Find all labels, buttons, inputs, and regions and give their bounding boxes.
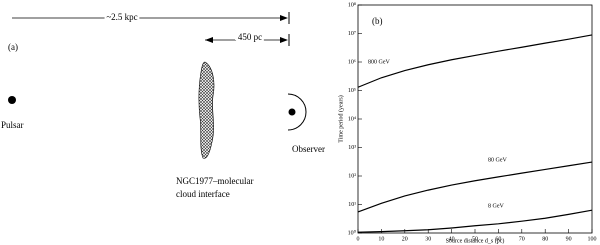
arrow-head — [280, 37, 288, 43]
y-tick-label: 10² — [348, 173, 356, 179]
x-tick-label: 40 — [449, 236, 455, 242]
x-tick-label: 70 — [519, 236, 525, 242]
panel-label: (b) — [372, 16, 383, 26]
x-tick-label: 50 — [472, 236, 478, 242]
x-tick-label: 10 — [378, 236, 384, 242]
series-line — [357, 209, 593, 233]
cloud-label: NGC1977–molecular — [176, 176, 253, 186]
x-tick-label: 0 — [357, 236, 360, 242]
distance-label: 450 pc — [238, 32, 262, 42]
arrow-head — [205, 37, 213, 43]
y-tick-label: 10¹ — [348, 202, 356, 208]
x-tick-label: 90 — [566, 236, 572, 242]
y-tick-label: 10⁷ — [348, 31, 356, 37]
cloud — [198, 61, 215, 159]
panel-a: ~2.5 kpc 450 pc (a) Pulsar NGC1977–molec… — [1, 10, 325, 199]
cloud-label: cloud interface — [176, 189, 230, 199]
distance-label: ~2.5 kpc — [106, 12, 137, 22]
panel-b: (b) Source distance d_s (pc) Time period… — [337, 2, 596, 244]
y-tick-label: 10⁶ — [348, 59, 356, 65]
pulsar-label: Pulsar — [1, 120, 24, 130]
x-tick-label: 30 — [425, 236, 431, 242]
y-tick-label: 10³ — [348, 145, 356, 151]
y-tick-label: 10⁵ — [348, 88, 356, 94]
series-label: 80 GeV — [488, 157, 507, 163]
y-tick-label: 10⁴ — [348, 116, 356, 122]
observer-arc — [287, 93, 307, 131]
observer-label: Observer — [292, 144, 325, 154]
observer — [288, 108, 296, 116]
series-line — [357, 161, 593, 213]
x-axis-label: Source distance d_s (pc) — [446, 237, 505, 244]
series-label: 800 GeV — [368, 59, 390, 65]
y-tick-label: 10⁸ — [348, 2, 356, 8]
y-tick-label: 10⁰ — [348, 229, 357, 236]
plot-frame — [357, 4, 593, 234]
pulsar — [8, 96, 16, 104]
x-tick-label: 100 — [588, 236, 597, 242]
x-tick-label: 20 — [402, 236, 408, 242]
panel-label: (a) — [8, 42, 18, 52]
x-tick-label: 80 — [542, 236, 548, 242]
y-axis-label: Time period (years) — [337, 95, 344, 142]
series-label: 8 GeV — [488, 203, 504, 209]
arrow-head — [280, 15, 288, 21]
x-tick-label: 60 — [495, 236, 501, 242]
series-line — [357, 34, 593, 88]
